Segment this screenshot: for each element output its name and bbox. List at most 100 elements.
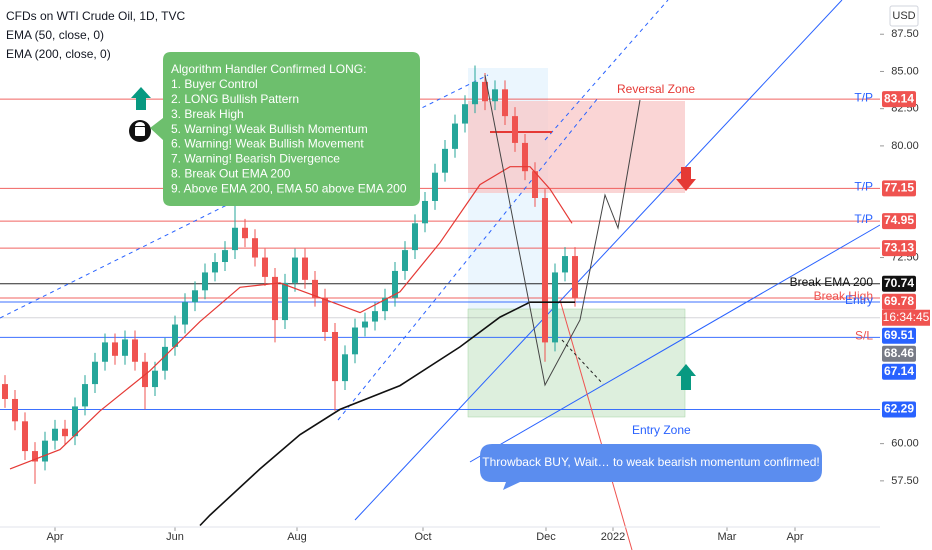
- down-arrow: [676, 167, 696, 191]
- chart-title: CFDs on WTI Crude Oil, 1D, TVC: [6, 9, 185, 23]
- channel-line: [337, 97, 599, 421]
- candle-body: [332, 331, 338, 382]
- reversal-zone-box: [468, 101, 685, 193]
- y-tick-label: 87.50: [891, 28, 919, 40]
- level-box: [882, 213, 916, 230]
- candle-body: [562, 256, 568, 273]
- projection-dashed: [561, 339, 604, 385]
- reversal-zone-label: Reversal Zone: [617, 82, 695, 96]
- callout-text: Throwback BUY, Wait… to weak bearish mom…: [482, 455, 819, 469]
- candle-body: [22, 421, 28, 452]
- countdown-label: 16:34:45: [883, 310, 930, 324]
- ema-line: [9, 166, 573, 470]
- level-label: 73.13: [884, 240, 914, 254]
- indicator-legend: EMA (200, close, 0): [6, 47, 111, 61]
- x-tick-label: 2022: [601, 531, 625, 543]
- candle-body: [132, 339, 138, 362]
- candle-body: [282, 282, 288, 321]
- candle-body: [392, 270, 398, 298]
- level-box: [882, 345, 916, 362]
- android-icon-body: [135, 127, 145, 136]
- projection: [129, 74, 696, 390]
- candle-body: [512, 116, 518, 143]
- candle-body: [342, 354, 348, 382]
- candle-body: [482, 81, 488, 102]
- entry-zone-label: Entry Zone: [632, 423, 691, 437]
- x-tick-label: Mar: [718, 531, 737, 543]
- candle-body: [382, 297, 388, 312]
- candle-body: [572, 256, 578, 298]
- candle-body: [252, 238, 258, 258]
- candle-body: [12, 398, 18, 422]
- candle-body: [222, 250, 228, 263]
- candle-body: [62, 428, 68, 437]
- candle-body: [232, 227, 238, 251]
- signal-line: 6. Warning! Weak Bullish Movement: [171, 137, 364, 151]
- candle-body: [292, 257, 298, 283]
- candle-body: [112, 342, 118, 356]
- level-box: [882, 327, 916, 344]
- candle-body: [42, 440, 48, 462]
- candle-body: [552, 272, 558, 343]
- level-label: 69.78: [884, 294, 914, 308]
- up-arrow: [131, 87, 151, 110]
- level-box: [882, 363, 916, 380]
- trend-line: [469, 224, 881, 463]
- candle-body: [412, 223, 418, 251]
- candle-body: [432, 172, 438, 201]
- trend-line: [354, 0, 843, 521]
- candle-body: [532, 171, 538, 198]
- candle-body: [242, 227, 248, 239]
- x-tick-label: Oct: [414, 531, 431, 543]
- up-arrow: [676, 364, 696, 390]
- level-box: [882, 401, 916, 418]
- countdown-box: [882, 309, 930, 326]
- candle-body: [372, 311, 378, 322]
- candle-body: [262, 257, 268, 277]
- candle-body: [302, 257, 308, 280]
- level-label: 69.51: [884, 328, 914, 342]
- signal-line: Algorithm Handler Confirmed LONG:: [171, 62, 366, 76]
- signal-line: 9. Above EMA 200, EMA 50 above EMA 200: [171, 181, 407, 195]
- signal-line: 3. Break High: [171, 107, 244, 121]
- level-text: T/P: [854, 179, 873, 193]
- level-text: T/P: [854, 90, 873, 104]
- candle-body: [522, 142, 528, 172]
- level-text: Break EMA 200: [790, 275, 874, 289]
- candle-body: [322, 297, 328, 332]
- level-box: [882, 275, 916, 292]
- projection-path: [484, 74, 641, 387]
- candle-body: [212, 262, 218, 273]
- candle-body: [312, 279, 318, 298]
- candle-body: [542, 197, 548, 343]
- price-axis: USD 87.5085.0082.5080.0072.5060.0057.508…: [880, 0, 932, 550]
- candle-body: [102, 342, 108, 362]
- level-box: [882, 240, 916, 257]
- candle-body: [502, 89, 508, 117]
- x-tick-label: Aug: [287, 531, 307, 543]
- trend-line: [559, 299, 633, 550]
- candle-body: [362, 321, 368, 328]
- level-label: 70.74: [884, 276, 914, 290]
- level-text: S/L: [855, 329, 873, 343]
- candle-body: [442, 148, 448, 173]
- level-box: [882, 91, 916, 108]
- level-text: T/P: [854, 212, 873, 226]
- level-label: 68.46: [884, 346, 914, 360]
- signal-line: 7. Warning! Bearish Divergence: [171, 152, 340, 166]
- candle-body: [402, 250, 408, 271]
- level-label: 83.14: [884, 91, 914, 105]
- candle-body: [122, 339, 128, 356]
- channel-line: [544, 0, 669, 141]
- level-box: [882, 293, 916, 310]
- x-tick-label: Apr: [786, 531, 803, 543]
- android-icon-head: [135, 122, 145, 126]
- candle-body: [2, 384, 8, 399]
- x-tick-label: Apr: [46, 531, 63, 543]
- candle-body: [352, 327, 358, 355]
- level-label: 67.14: [884, 364, 914, 378]
- signal-line: 8. Break Out EMA 200: [171, 166, 291, 180]
- level-label: 74.95: [884, 213, 914, 227]
- annotations: Reversal Zone Entry Zone Throwback BUY, …: [150, 52, 822, 490]
